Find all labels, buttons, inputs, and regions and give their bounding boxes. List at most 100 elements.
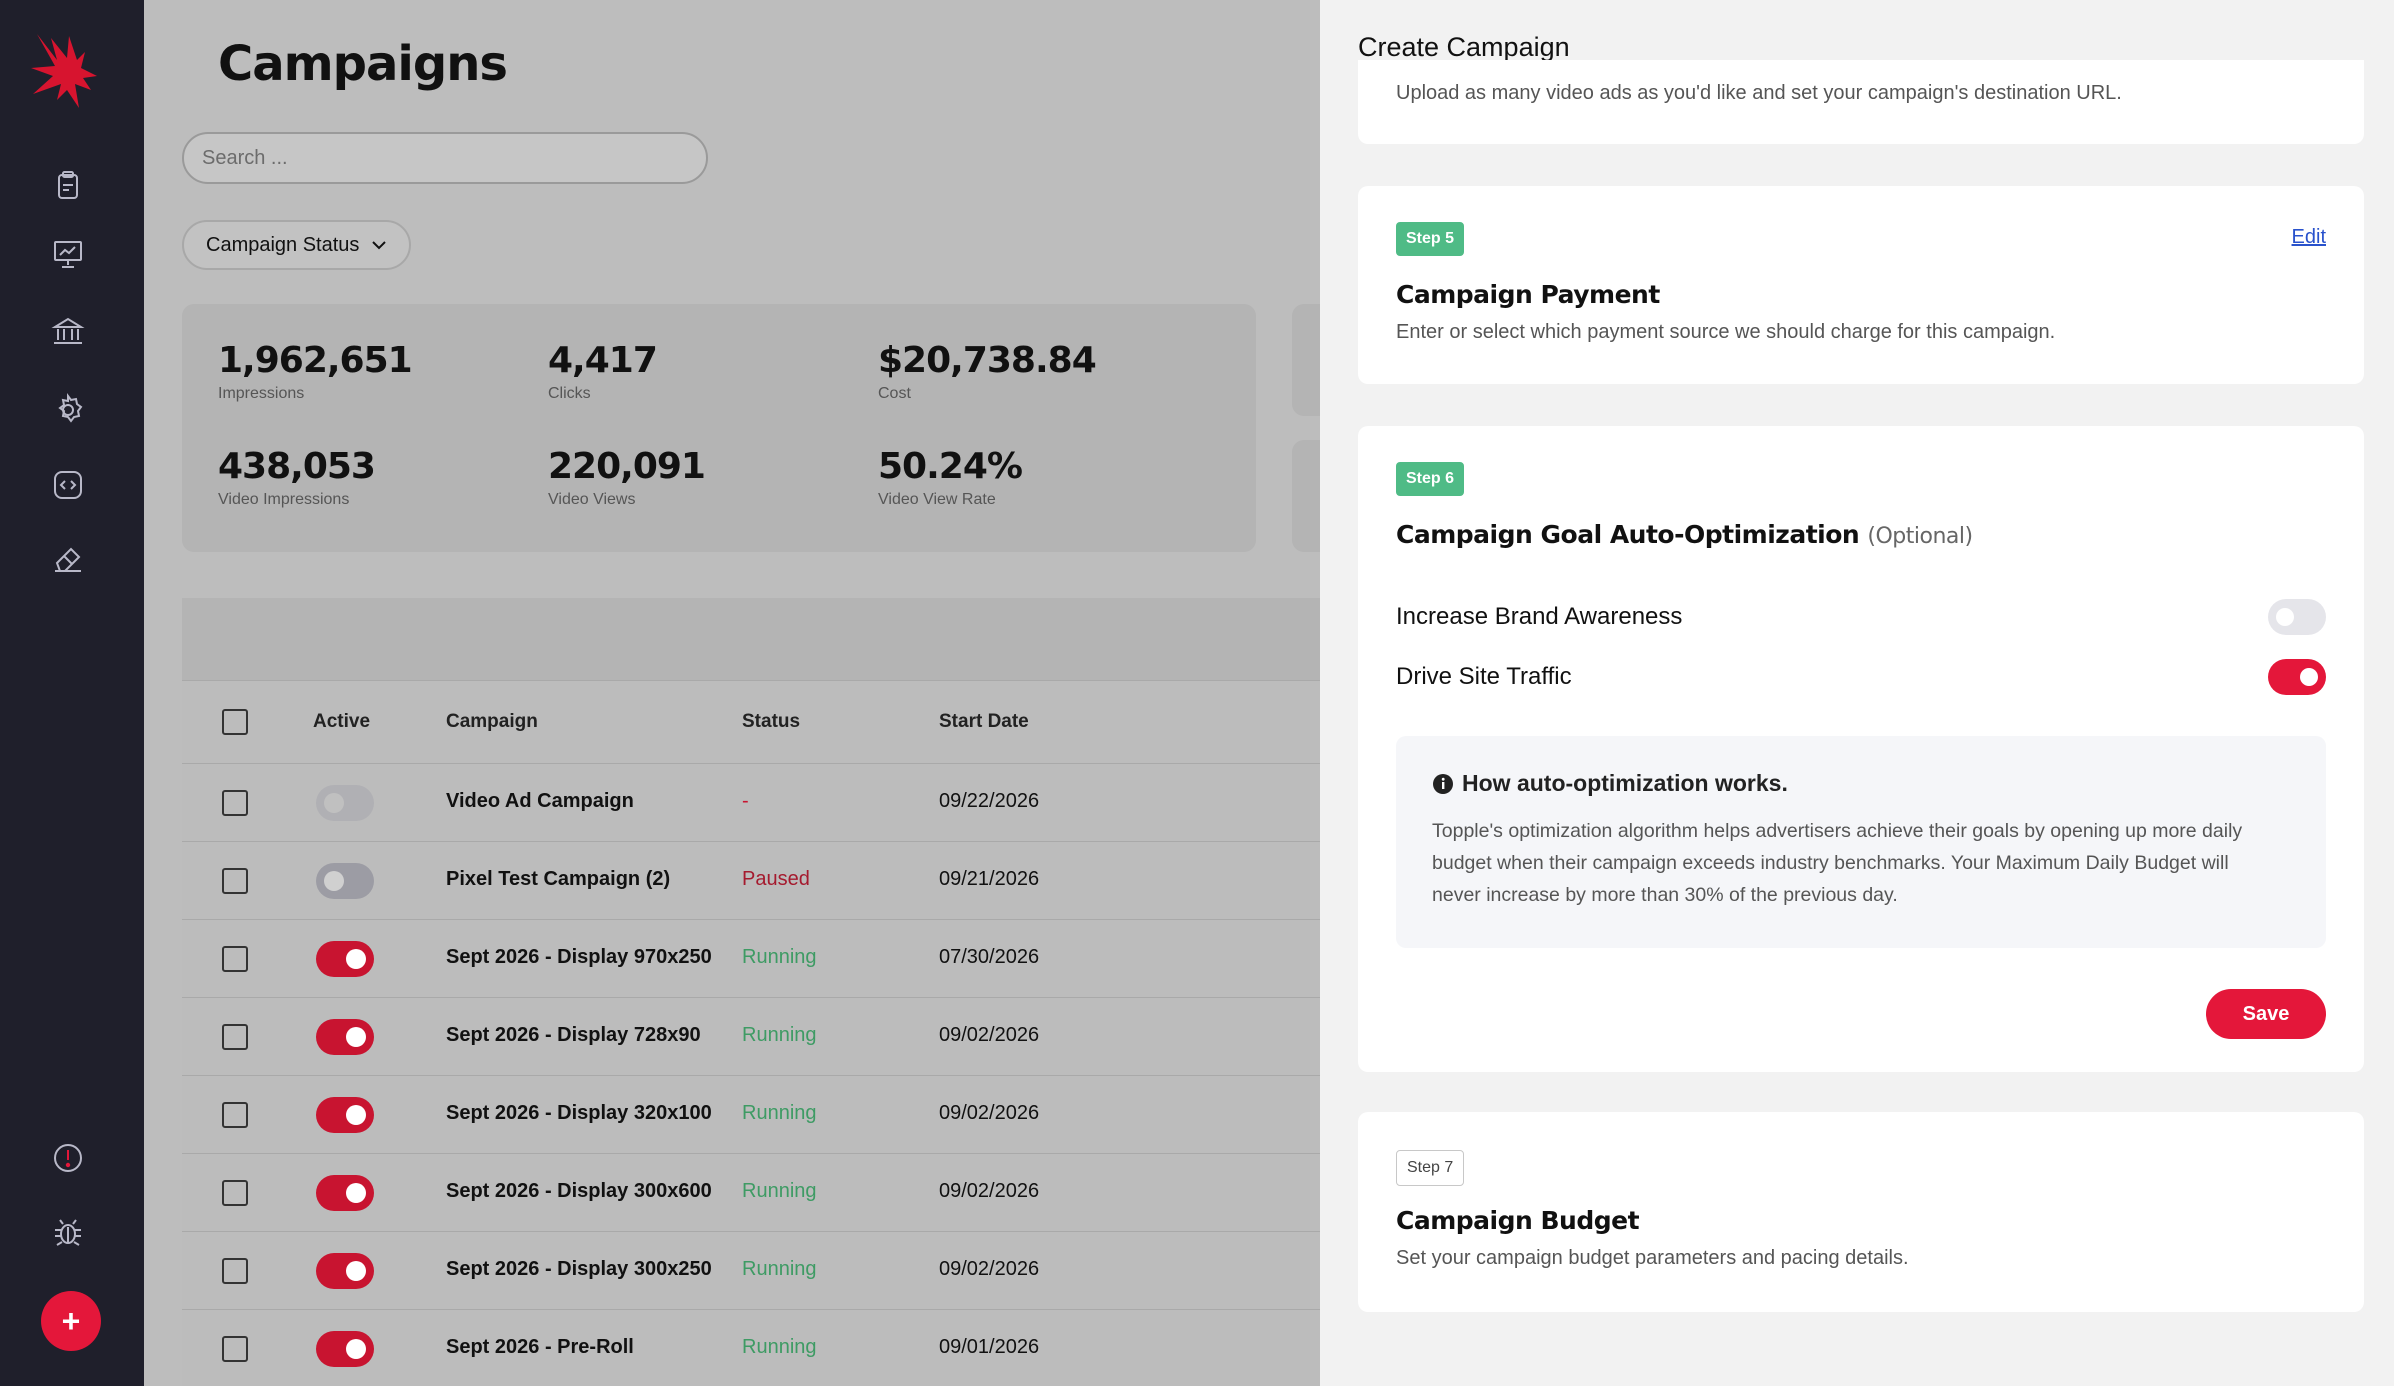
campaign-start-date: 09/22/2026 <box>939 790 1040 812</box>
stat-label: Impressions <box>218 385 305 402</box>
active-toggle[interactable] <box>316 1019 374 1055</box>
active-toggle[interactable] <box>316 785 374 821</box>
alert-icon[interactable] <box>50 1140 86 1176</box>
stat-cost: $20,738.84 Cost <box>878 340 1097 403</box>
table-row[interactable]: Sept 2026 - Display 300x250 Running 09/02/… <box>182 1232 1320 1310</box>
campaign-status-label: Campaign Status <box>206 233 360 256</box>
active-toggle[interactable] <box>316 1175 374 1211</box>
stat-impressions: 1,962,651 Impressions <box>218 340 413 403</box>
table-row[interactable]: Sept 2026 - Display 320x100 Running 09/02/… <box>182 1076 1320 1154</box>
campaign-status: Paused <box>742 868 810 890</box>
info-title-text: How auto-optimization works. <box>1462 770 1788 796</box>
toggle-knob <box>346 1261 366 1281</box>
stat-video-views: 220,091 Video Views <box>548 446 706 509</box>
active-toggle[interactable] <box>316 1253 374 1289</box>
option-site-traffic: Drive Site Traffic <box>1396 659 2326 695</box>
table-toolbar <box>182 598 1320 680</box>
campaign-start-date: 09/21/2026 <box>939 868 1040 890</box>
campaign-name[interactable]: Sept 2026 - Pre-Roll <box>446 1336 634 1358</box>
campaign-name[interactable]: Sept 2026 - Display 320x100 <box>446 1102 712 1124</box>
campaign-name[interactable]: Sept 2026 - Display 300x250 <box>446 1258 712 1280</box>
campaign-status: Running <box>742 1180 817 1202</box>
option-brand-awareness: Increase Brand Awareness <box>1396 599 2326 635</box>
step-5-card: Step 5 Edit Campaign Payment Enter or se… <box>1358 186 2364 384</box>
campaign-status: Running <box>742 1258 817 1280</box>
toggle-knob <box>324 793 344 813</box>
campaign-start-date: 07/30/2026 <box>939 946 1040 968</box>
eagle-logo-icon[interactable] <box>27 28 107 114</box>
stat-clicks: 4,417 Clicks <box>548 340 658 403</box>
stat-video-impressions: 438,053 Video Impressions <box>218 446 376 509</box>
select-all-checkbox[interactable] <box>222 709 248 735</box>
column-header-active[interactable]: Active <box>313 711 371 732</box>
step-7-description: Set your campaign budget parameters and … <box>1396 1247 1909 1269</box>
row-checkbox[interactable] <box>222 1024 248 1050</box>
eraser-icon[interactable] <box>50 540 86 576</box>
brand-awareness-toggle[interactable] <box>2268 599 2326 635</box>
step-5-badge: Step 5 <box>1396 222 1465 256</box>
campaign-status: Running <box>742 1102 817 1124</box>
site-traffic-toggle[interactable] <box>2268 659 2326 695</box>
toggle-knob <box>346 1105 366 1125</box>
search-input[interactable] <box>182 132 708 184</box>
column-header-status[interactable]: Status <box>742 711 801 732</box>
row-checkbox[interactable] <box>222 946 248 972</box>
campaign-start-date: 09/02/2026 <box>939 1102 1040 1124</box>
settings-gear-icon[interactable] <box>50 392 86 428</box>
row-checkbox[interactable] <box>222 1258 248 1284</box>
presentation-chart-icon[interactable] <box>50 236 86 272</box>
active-toggle[interactable] <box>316 941 374 977</box>
campaign-status-dropdown[interactable]: Campaign Status <box>182 220 412 270</box>
row-checkbox[interactable] <box>222 868 248 894</box>
campaign-status: Running <box>742 1024 817 1046</box>
campaign-name[interactable]: Sept 2026 - Display 970x250 <box>446 946 712 968</box>
stats-card-partial <box>1292 304 1320 416</box>
campaign-name[interactable]: Video Ad Campaign <box>446 790 634 812</box>
active-toggle[interactable] <box>316 1097 374 1133</box>
stat-value: 1,962,651 <box>218 340 413 381</box>
column-header-start-date[interactable]: Start Date <box>939 711 1029 732</box>
campaign-name[interactable]: Pixel Test Campaign (2) <box>446 868 671 890</box>
column-header-campaign[interactable]: Campaign <box>446 711 538 732</box>
add-campaign-button[interactable]: + <box>41 1291 101 1351</box>
campaign-status: Running <box>742 946 817 968</box>
table-row[interactable]: Pixel Test Campaign (2) Paused 09/21/2026 <box>182 842 1320 920</box>
toggle-knob <box>2276 608 2294 626</box>
step-6-badge: Step 6 <box>1396 462 1465 496</box>
toggle-knob <box>346 949 366 969</box>
table-row[interactable]: Sept 2026 - Display 300x600 Running 09/02/… <box>182 1154 1320 1232</box>
bug-icon[interactable] <box>50 1214 86 1250</box>
code-icon[interactable] <box>50 467 86 503</box>
campaign-name[interactable]: Sept 2026 - Display 728x90 <box>446 1024 701 1046</box>
active-toggle[interactable] <box>316 1331 374 1367</box>
bank-icon[interactable] <box>50 314 86 350</box>
stats-card-partial <box>1292 440 1320 552</box>
panel-title: Create Campaign <box>1358 32 1570 62</box>
option-label: Drive Site Traffic <box>1396 663 1572 690</box>
step-6-title-text: Campaign Goal Auto-Optimization <box>1396 520 1860 549</box>
clipboard-icon[interactable] <box>50 168 86 204</box>
stats-card: 1,962,651 Impressions 4,417 Clicks $20,7… <box>182 304 1256 552</box>
table-row[interactable]: Video Ad Campaign - 09/22/2026 <box>182 764 1320 842</box>
toggle-knob <box>346 1183 366 1203</box>
active-toggle[interactable] <box>316 863 374 899</box>
campaign-name[interactable]: Sept 2026 - Display 300x600 <box>446 1180 712 1202</box>
step-5-title: Campaign Payment <box>1396 280 1660 309</box>
page-title: Campaigns <box>218 36 508 92</box>
stat-label: Clicks <box>548 385 591 402</box>
campaign-start-date: 09/01/2026 <box>939 1336 1040 1358</box>
save-button[interactable]: Save <box>2206 989 2326 1039</box>
step-6-card: Step 6 Campaign Goal Auto-Optimization (… <box>1358 426 2364 1072</box>
row-checkbox[interactable] <box>222 790 248 816</box>
stat-label: Video View Rate <box>878 491 996 508</box>
sidebar: + <box>0 0 144 1386</box>
row-checkbox[interactable] <box>222 1102 248 1128</box>
row-checkbox[interactable] <box>222 1336 248 1362</box>
stat-value: 220,091 <box>548 446 706 487</box>
row-checkbox[interactable] <box>222 1180 248 1206</box>
table-row[interactable]: Sept 2026 - Display 728x90 Running 09/02/2… <box>182 998 1320 1076</box>
toggle-knob <box>346 1027 366 1047</box>
table-row[interactable]: Sept 2026 - Display 970x250 Running 07/30/… <box>182 920 1320 998</box>
edit-payment-link[interactable]: Edit <box>2291 226 2326 248</box>
table-row[interactable]: Sept 2026 - Pre-Roll Running 09/01/2026 <box>182 1310 1320 1386</box>
